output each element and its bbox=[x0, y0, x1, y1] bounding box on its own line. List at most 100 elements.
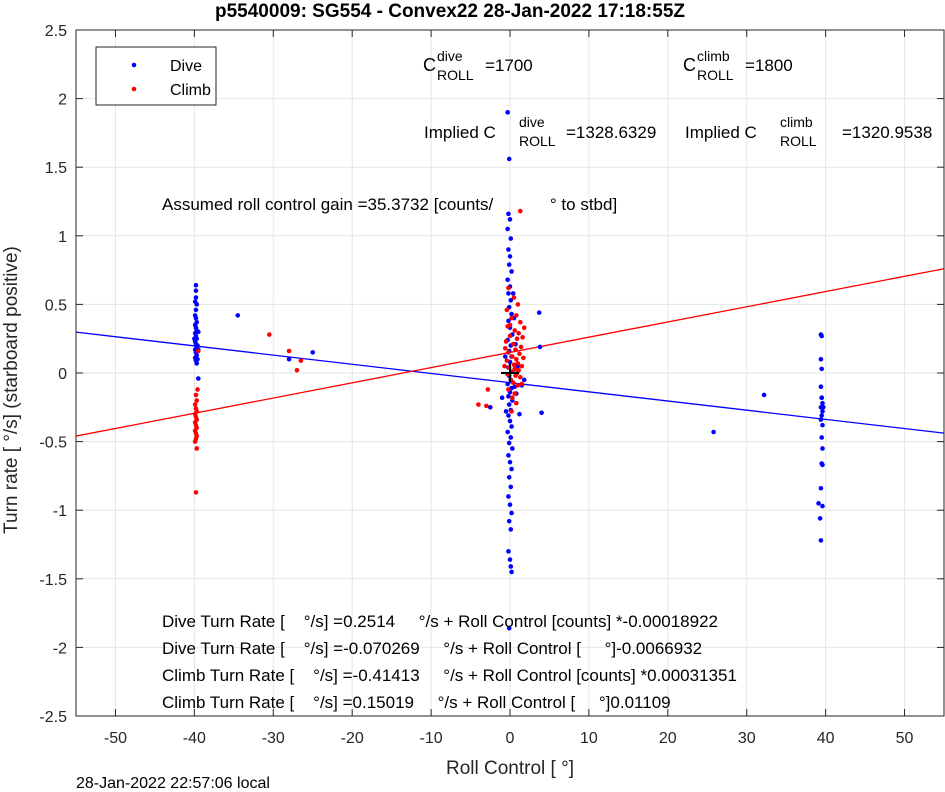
x-tick-label: -10 bbox=[420, 730, 443, 747]
point-dive bbox=[521, 377, 527, 383]
point-dive bbox=[507, 459, 513, 465]
point-dive bbox=[193, 295, 199, 300]
point-dive bbox=[817, 516, 823, 521]
fit-equation-climb-counts: Climb Turn Rate [ °/s] =-0.41413 °/s + R… bbox=[162, 666, 737, 685]
point-climb bbox=[506, 285, 511, 291]
point-climb bbox=[517, 319, 523, 325]
y-tick-label: 1.5 bbox=[45, 160, 67, 177]
point-dive bbox=[506, 518, 512, 524]
point-dive bbox=[193, 282, 199, 288]
point-dive bbox=[193, 315, 199, 321]
point-climb bbox=[512, 366, 518, 372]
point-climb bbox=[513, 347, 518, 352]
point-climb bbox=[194, 398, 200, 403]
x-tick-label: 40 bbox=[817, 730, 835, 747]
point-dive bbox=[818, 485, 824, 491]
point-dive bbox=[507, 502, 513, 508]
point-dive bbox=[819, 435, 824, 440]
point-dive bbox=[818, 356, 824, 362]
point-climb bbox=[504, 358, 510, 363]
implied-c-climb-annotation: Implied C climb ROLL =1320.9538 bbox=[685, 114, 932, 149]
point-dive bbox=[506, 211, 511, 217]
point-dive bbox=[506, 474, 512, 480]
x-tick-label: -40 bbox=[183, 730, 206, 747]
point-dive bbox=[507, 557, 513, 562]
fit-equation-dive-degrees: Dive Turn Rate [ °/s] =-0.070269 °/s + R… bbox=[162, 639, 702, 658]
svg-text:Implied C: Implied C bbox=[685, 123, 757, 142]
point-climb bbox=[286, 348, 292, 354]
point-climb bbox=[511, 295, 517, 300]
point-climb bbox=[515, 361, 521, 366]
y-tick-label: 2.5 bbox=[45, 23, 67, 40]
point-climb bbox=[506, 350, 511, 355]
x-tick-label: 0 bbox=[506, 730, 515, 747]
point-dive bbox=[508, 527, 514, 532]
c-roll-dive-annotation: C dive ROLL =1700 bbox=[423, 48, 533, 83]
point-dive bbox=[509, 510, 514, 516]
point-dive bbox=[508, 297, 514, 303]
point-dive bbox=[195, 356, 200, 362]
point-climb bbox=[476, 402, 481, 407]
point-climb bbox=[509, 409, 514, 414]
svg-text:ROLL: ROLL bbox=[519, 133, 556, 149]
point-climb bbox=[506, 387, 511, 392]
point-dive bbox=[508, 564, 514, 569]
point-dive bbox=[193, 307, 199, 313]
y-tick-label: 0 bbox=[58, 366, 67, 383]
point-dive bbox=[816, 501, 821, 506]
svg-text:ROLL: ROLL bbox=[437, 67, 474, 83]
x-tick-label: 30 bbox=[738, 730, 756, 747]
y-axis-label: Turn rate [ °/s] (starboard positive) bbox=[1, 246, 22, 534]
point-climb bbox=[510, 380, 516, 385]
point-dive bbox=[819, 333, 824, 339]
point-dive bbox=[509, 424, 514, 429]
point-dive bbox=[820, 409, 825, 414]
point-climb bbox=[517, 374, 523, 380]
point-climb bbox=[512, 391, 518, 396]
point-dive bbox=[193, 288, 199, 293]
point-dive bbox=[194, 361, 200, 366]
point-dive bbox=[506, 402, 512, 407]
point-dive bbox=[506, 453, 511, 458]
point-dive bbox=[499, 395, 505, 400]
point-dive bbox=[506, 247, 511, 252]
point-climb bbox=[517, 351, 522, 357]
svg-text:=1328.6329: =1328.6329 bbox=[566, 123, 656, 142]
svg-text:Implied C: Implied C bbox=[424, 123, 496, 142]
point-dive bbox=[819, 395, 824, 400]
point-dive bbox=[536, 310, 542, 315]
point-dive bbox=[235, 313, 241, 318]
point-dive bbox=[310, 350, 316, 355]
point-dive bbox=[508, 236, 514, 241]
point-climb bbox=[509, 315, 514, 321]
point-climb bbox=[516, 330, 521, 336]
point-dive bbox=[506, 494, 511, 499]
axes bbox=[75, 29, 945, 717]
fit-equation-climb-degrees: Climb Turn Rate [ °/s] =0.15019 °/s + Ro… bbox=[162, 693, 671, 712]
point-climb bbox=[511, 362, 517, 368]
point-climb bbox=[507, 333, 513, 339]
point-dive bbox=[819, 366, 824, 372]
y-tick-label: -1.5 bbox=[39, 572, 67, 589]
point-dive bbox=[503, 409, 509, 414]
point-dive bbox=[286, 356, 292, 362]
point-dive bbox=[502, 354, 508, 359]
chart-title: p5540009: SG554 - Convex22 28-Jan-2022 1… bbox=[215, 1, 685, 22]
point-climb bbox=[502, 346, 508, 351]
point-dive bbox=[517, 411, 522, 417]
point-climb bbox=[514, 400, 519, 406]
point-dive bbox=[506, 318, 511, 324]
point-dive bbox=[820, 503, 825, 509]
point-climb bbox=[192, 439, 198, 444]
point-dive bbox=[508, 484, 514, 490]
svg-text:=1320.9538: =1320.9538 bbox=[842, 123, 932, 142]
y-tick-label: 2 bbox=[58, 92, 67, 109]
point-dive bbox=[505, 110, 510, 115]
svg-text:C: C bbox=[423, 55, 436, 75]
point-dive bbox=[761, 392, 767, 398]
point-dive bbox=[820, 462, 825, 468]
point-climb bbox=[510, 354, 515, 359]
point-climb bbox=[298, 358, 304, 363]
point-climb bbox=[515, 302, 521, 307]
